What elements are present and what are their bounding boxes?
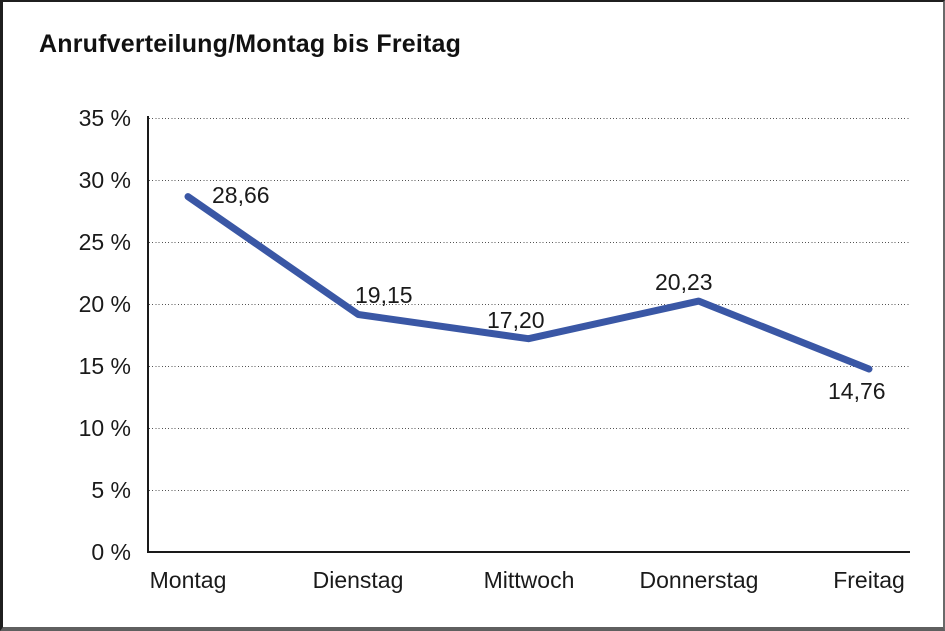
- gridline: [149, 242, 910, 243]
- gridline: [149, 118, 910, 119]
- data-point-value-label: 20,23: [655, 269, 713, 295]
- data-point-value-label: 14,76: [828, 378, 886, 404]
- gridline: [149, 304, 910, 305]
- chart-title: Anrufverteilung/Montag bis Freitag: [39, 30, 462, 58]
- y-tick-label: 10 %: [78, 415, 131, 441]
- line-plot: [184, 193, 873, 373]
- gridline: [149, 180, 910, 181]
- y-tick-label: 35 %: [78, 105, 131, 131]
- x-tick-label: Donnerstag: [639, 567, 759, 593]
- x-axis-line: [147, 551, 910, 553]
- gridline: [149, 428, 910, 429]
- data-line-series: [184, 193, 873, 373]
- data-point-value-label: 28,66: [212, 182, 270, 208]
- x-tick-label: Montag: [149, 567, 227, 593]
- data-point-value-label: 19,15: [355, 282, 413, 308]
- gridline: [149, 490, 910, 491]
- y-tick-label: 5 %: [91, 477, 131, 503]
- y-tick-label: 30 %: [78, 167, 131, 193]
- y-axis-line: [147, 116, 149, 552]
- x-tick-label: Mittwoch: [483, 567, 575, 593]
- y-tick-label: 25 %: [78, 229, 131, 255]
- x-tick-label: Freitag: [833, 567, 905, 593]
- y-tick-label: 15 %: [78, 353, 131, 379]
- x-tick-label: Dienstag: [312, 567, 404, 593]
- y-tick-label: 20 %: [78, 291, 131, 317]
- y-tick-label: 0 %: [91, 539, 131, 565]
- gridline: [149, 366, 910, 367]
- data-point-value-label: 17,20: [487, 307, 545, 333]
